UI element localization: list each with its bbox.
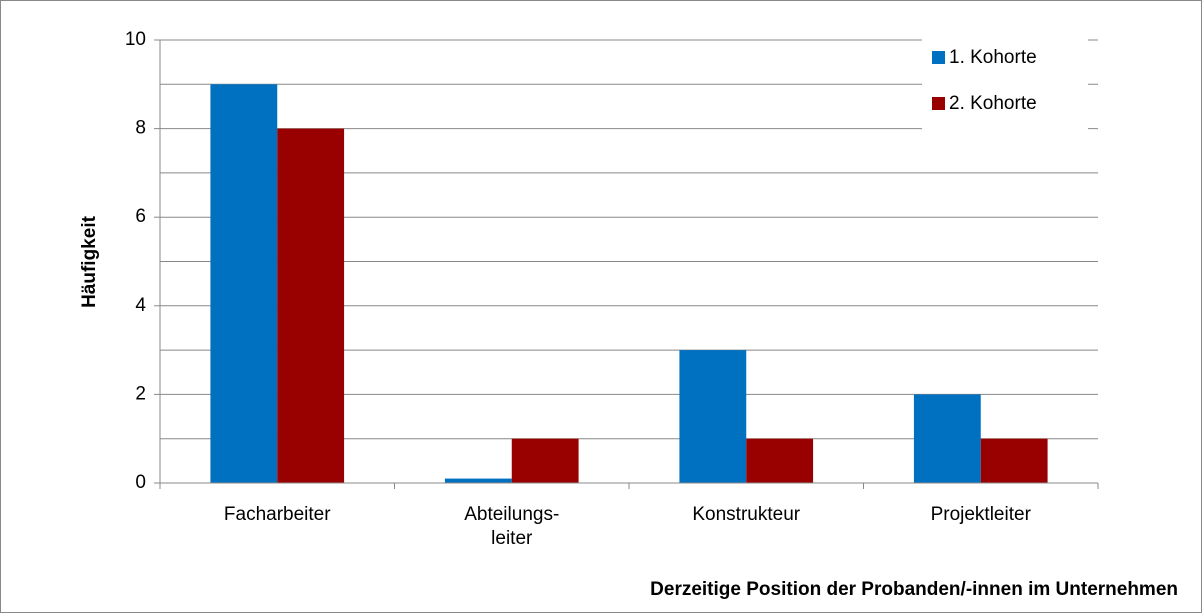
bar [980,438,1048,483]
x-tick-label: Abteilungs-leiter [464,504,559,549]
y-tick-label: 10 [125,29,146,50]
x-tick-label: Projektleiter [931,504,1032,525]
bar [210,84,278,484]
x-axis-title: Derzeitige Position der Probanden/-innen… [650,579,1178,600]
y-tick-label: 4 [135,295,146,316]
bar [746,438,814,483]
legend-background [922,30,1088,140]
legend-swatch [932,97,945,110]
bar [511,438,579,483]
bar [277,128,345,483]
y-tick-label: 8 [135,118,146,139]
bar [444,478,512,483]
legend-label: 1. Kohorte [949,47,1037,68]
x-tick-label: Konstrukteur [692,504,800,525]
legend-swatch [932,51,945,64]
bar [913,394,981,483]
y-tick-label: 2 [135,383,146,404]
bar [679,350,747,483]
y-axis-title: Häufigkeit [79,215,100,308]
x-tick-label: Facharbeiter [224,504,331,525]
y-tick-label: 6 [135,206,146,227]
y-tick-label: 0 [135,472,146,493]
legend-label: 2. Kohorte [949,93,1037,114]
